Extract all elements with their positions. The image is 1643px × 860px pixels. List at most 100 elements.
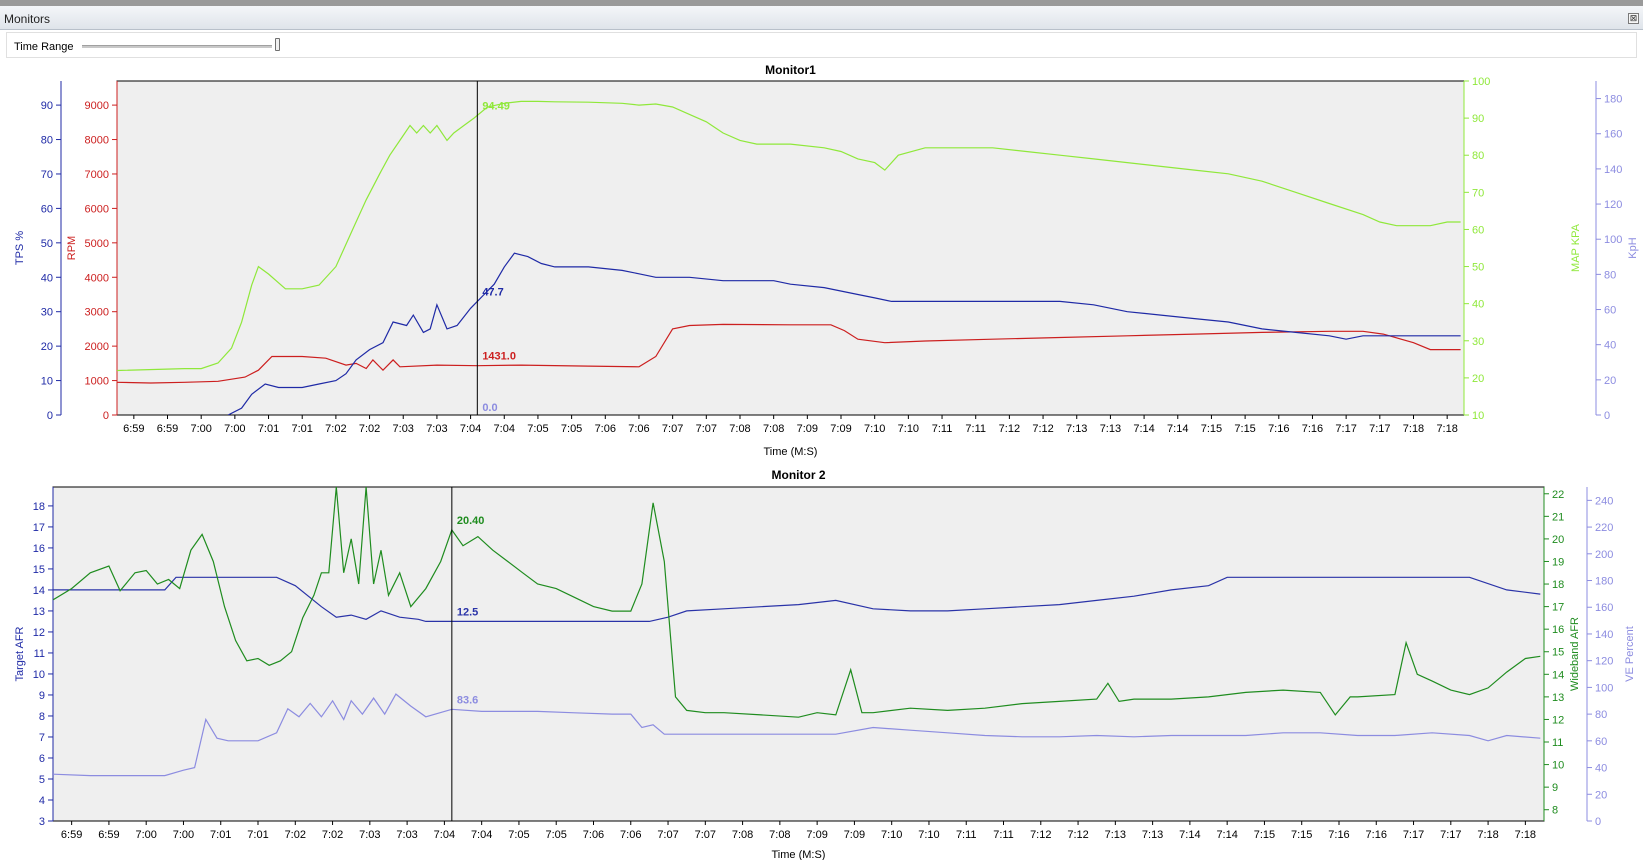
- y-tick-label: 120: [1595, 656, 1613, 668]
- chart-title: Monitor 2: [772, 468, 826, 482]
- x-tick-label: 7:15: [1254, 829, 1275, 841]
- series-line-wideband: [53, 487, 1541, 718]
- y-tick-label: 80: [1472, 150, 1484, 162]
- x-tick-label: 7:08: [729, 423, 750, 435]
- x-tick-label: 7:17: [1335, 423, 1356, 435]
- y-axis-title-ve: VE Percent: [1624, 626, 1636, 682]
- x-tick-label: 6:59: [98, 829, 119, 841]
- cursor-value-wideband: 20.40: [457, 515, 485, 527]
- y-tick-label: 30: [41, 307, 53, 319]
- x-tick-label: 7:13: [1105, 829, 1126, 841]
- x-tick-label: 7:10: [881, 829, 902, 841]
- y-tick-label: 16: [1552, 624, 1564, 636]
- y-tick-label: 20: [1595, 789, 1607, 801]
- x-tick-label: 7:18: [1403, 423, 1424, 435]
- x-tick-label: 7:05: [546, 829, 567, 841]
- x-tick-label: 7:04: [471, 829, 492, 841]
- plot-area: [116, 80, 1465, 416]
- y-tick-label: 8000: [85, 135, 109, 147]
- y-axis-title-wideband: Wideband AFR: [1569, 617, 1581, 691]
- y-tick-label: 60: [1595, 736, 1607, 748]
- x-tick-label: 7:17: [1403, 829, 1424, 841]
- y-tick-label: 90: [1472, 113, 1484, 125]
- x-tick-label: 7:03: [393, 423, 414, 435]
- x-tick-label: 7:05: [561, 423, 582, 435]
- x-tick-label: 7:11: [993, 829, 1014, 841]
- series-line-map: [117, 100, 1461, 372]
- chart-title: Monitor1: [765, 63, 816, 77]
- x-tick-label: 7:02: [359, 423, 380, 435]
- time-range-slider-thumb[interactable]: [275, 38, 280, 51]
- x-tick-label: 7:14: [1216, 829, 1237, 841]
- x-tick-label: 7:09: [806, 829, 827, 841]
- y-tick-label: 18: [33, 501, 45, 513]
- x-tick-label: 7:14: [1167, 423, 1188, 435]
- y-tick-label: 12: [1552, 714, 1564, 726]
- x-tick-label: 7:13: [1142, 829, 1163, 841]
- y-tick-label: 80: [1595, 709, 1607, 721]
- y-tick-label: 11: [1552, 737, 1563, 749]
- x-tick-label: 7:03: [396, 829, 417, 841]
- y-tick-label: 9000: [85, 100, 109, 112]
- y-tick-label: 120: [1604, 199, 1622, 211]
- y-tick-label: 5000: [85, 238, 109, 250]
- y-tick-label: 40: [1604, 340, 1616, 352]
- y-tick-label: 6: [39, 753, 45, 765]
- y-tick-label: 100: [1604, 234, 1622, 246]
- y-tick-label: 13: [1552, 692, 1564, 704]
- x-tick-label: 7:14: [1179, 829, 1200, 841]
- x-tick-label: 7:17: [1440, 829, 1461, 841]
- x-tick-label: 6:59: [123, 423, 144, 435]
- y-tick-label: 16: [33, 543, 45, 555]
- y-tick-label: 160: [1595, 602, 1613, 614]
- y-tick-label: 200: [1595, 549, 1613, 561]
- x-tick-label: 7:01: [258, 423, 279, 435]
- y-tick-label: 17: [33, 522, 45, 534]
- close-icon[interactable]: ⊠: [1628, 13, 1639, 24]
- window-header: Monitors ⊠: [0, 6, 1643, 30]
- y-tick-label: 3: [39, 816, 45, 828]
- x-tick-label: 7:12: [999, 423, 1020, 435]
- y-tick-label: 10: [1472, 410, 1484, 422]
- y-tick-label: 3000: [85, 307, 109, 319]
- toolbar: Time Range: [6, 32, 1637, 58]
- y-tick-label: 8: [1552, 805, 1558, 817]
- x-tick-label: 7:12: [1030, 829, 1051, 841]
- y-tick-label: 40: [1472, 299, 1484, 311]
- y-tick-label: 20: [41, 341, 53, 353]
- chart-2: [52, 486, 1545, 822]
- x-tick-label: 7:16: [1366, 829, 1387, 841]
- y-tick-label: 19: [1552, 556, 1564, 568]
- x-tick-label: 7:09: [797, 423, 818, 435]
- x-tick-label: 7:05: [508, 829, 529, 841]
- y-tick-label: 50: [41, 238, 53, 250]
- x-tick-label: 7:18: [1477, 829, 1498, 841]
- x-tick-label: 7:07: [695, 829, 716, 841]
- cursor-value-map: 94.49: [482, 100, 510, 112]
- x-tick-label: 7:10: [864, 423, 885, 435]
- y-tick-label: 20: [1604, 375, 1616, 387]
- x-tick-label: 6:59: [157, 423, 178, 435]
- y-tick-label: 140: [1604, 164, 1622, 176]
- y-axis-title-rpm: RPM: [66, 236, 78, 260]
- y-tick-label: 6000: [85, 203, 109, 215]
- x-tick-label: 7:16: [1328, 829, 1349, 841]
- y-tick-label: 10: [1552, 760, 1564, 772]
- x-tick-label: 7:00: [190, 423, 211, 435]
- x-tick-label: 7:01: [292, 423, 313, 435]
- y-axis-title-tps: TPS %: [14, 231, 26, 265]
- y-tick-label: 15: [33, 564, 45, 576]
- x-tick-label: 7:05: [527, 423, 548, 435]
- x-tick-label: 7:08: [763, 423, 784, 435]
- y-tick-label: 180: [1604, 94, 1622, 106]
- time-range-slider-track[interactable]: [82, 45, 272, 48]
- x-tick-label: 7:09: [844, 829, 865, 841]
- y-tick-label: 17: [1552, 602, 1564, 614]
- y-tick-label: 70: [1472, 187, 1484, 199]
- x-tick-label: 7:03: [359, 829, 380, 841]
- x-tick-label: 7:00: [135, 829, 156, 841]
- y-tick-label: 22: [1552, 489, 1564, 501]
- y-tick-label: 90: [41, 100, 53, 112]
- y-tick-label: 70: [41, 169, 53, 181]
